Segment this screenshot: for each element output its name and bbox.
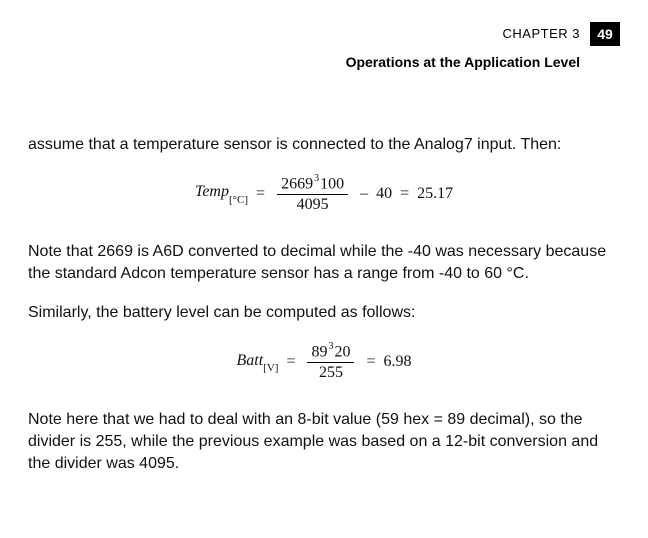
equation-batt: Batt[V] = 89320 255 = 6.98 bbox=[28, 342, 620, 382]
temp-var: Temp bbox=[195, 183, 229, 200]
temp-den: 4095 bbox=[277, 195, 348, 214]
chapter-label: CHAPTER 3 bbox=[503, 22, 590, 46]
minus-sign: – bbox=[360, 183, 368, 205]
page-number: 49 bbox=[590, 22, 620, 46]
temp-offset: 40 bbox=[376, 183, 392, 205]
batt-sup: 3 bbox=[328, 341, 333, 352]
batt-den: 255 bbox=[307, 363, 354, 382]
page: CHAPTER 3 49 Operations at the Applicati… bbox=[0, 0, 648, 538]
batt-result: 6.98 bbox=[384, 351, 412, 373]
paragraph-4: Note here that we had to deal with an 8-… bbox=[28, 409, 620, 474]
equals-sign: = bbox=[286, 351, 295, 373]
batt-num-b: 20 bbox=[334, 343, 350, 360]
equals-sign: = bbox=[400, 183, 409, 205]
temp-num-a: 2669 bbox=[281, 175, 313, 192]
equals-sign: = bbox=[366, 351, 375, 373]
equals-sign: = bbox=[256, 183, 265, 205]
temp-subscript: [°C] bbox=[229, 194, 248, 206]
page-header: CHAPTER 3 49 Operations at the Applicati… bbox=[28, 22, 620, 82]
chapter-title: Operations at the Application Level bbox=[28, 54, 620, 70]
equation-temp: Temp[°C] = 26693100 4095 – 40 = 25.17 bbox=[28, 174, 620, 214]
temp-fraction: 26693100 4095 bbox=[277, 174, 348, 214]
paragraph-2: Note that 2669 is A6D converted to decim… bbox=[28, 241, 620, 284]
batt-var: Batt bbox=[236, 352, 263, 369]
batt-num-a: 89 bbox=[311, 343, 327, 360]
batt-subscript: [V] bbox=[263, 362, 278, 374]
chapter-line: CHAPTER 3 49 bbox=[28, 22, 620, 46]
batt-fraction: 89320 255 bbox=[307, 342, 354, 382]
paragraph-1: assume that a temperature sensor is conn… bbox=[28, 134, 620, 156]
temp-sup: 3 bbox=[314, 173, 319, 184]
paragraph-3: Similarly, the battery level can be comp… bbox=[28, 302, 620, 324]
body-text: assume that a temperature sensor is conn… bbox=[28, 134, 620, 474]
temp-result: 25.17 bbox=[417, 183, 453, 205]
temp-num-b: 100 bbox=[320, 175, 344, 192]
